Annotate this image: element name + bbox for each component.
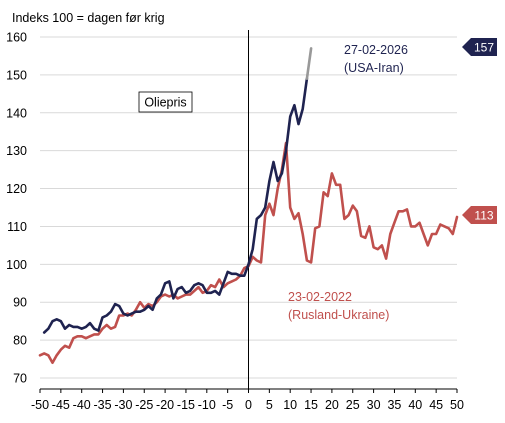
- x-tick-label: 40: [408, 398, 422, 412]
- russia-ukraine-end-tag: [462, 206, 497, 224]
- usa-iran-date-label: 27-02-2026: [344, 43, 408, 57]
- usa-iran-end-value: 157: [474, 41, 494, 55]
- x-tick-label: -25: [135, 398, 153, 412]
- annotation-box: Oliepris: [138, 91, 193, 113]
- usa-iran-series-line: [42, 77, 309, 334]
- x-tick-label: -40: [73, 398, 91, 412]
- y-tick-label: 130: [6, 144, 27, 158]
- x-tick-label: -50: [31, 398, 49, 412]
- annotation-box-label: Oliepris: [144, 96, 186, 110]
- x-tick-label: 0: [245, 398, 252, 412]
- y-tick-label: 90: [13, 296, 27, 310]
- end-value-tags: 157 113: [462, 38, 497, 224]
- usa-iran-name-label: (USA-Iran): [344, 61, 404, 75]
- x-tick-label: 5: [266, 398, 273, 412]
- x-tick-label: 15: [304, 398, 318, 412]
- x-tick-label: 25: [346, 398, 360, 412]
- x-axis: -50 -45 -40 -35 -30 -25 -20 -15 -10 -5 0 5 10 15 20 25 3…: [31, 388, 464, 412]
- y-tick-label: 80: [13, 334, 27, 348]
- x-tick-label: -45: [52, 398, 70, 412]
- y-tick-label: 140: [6, 106, 27, 120]
- russia-ukraine-date-label: 23-02-2022: [288, 290, 352, 304]
- usa-iran-projection-series-line: [305, 47, 313, 80]
- y-axis: 70 80 90 100 110 120 130 140 150 160: [6, 31, 27, 386]
- x-tick-label: 10: [283, 398, 297, 412]
- usa-iran-end-tag: [462, 38, 497, 56]
- y-tick-label: 120: [6, 182, 27, 196]
- series-lines: [38, 30, 459, 389]
- y-tick-label: 70: [13, 372, 27, 386]
- russia-ukraine-name-label: (Rusland-Ukraine): [288, 308, 389, 322]
- x-tick-label: -35: [94, 398, 112, 412]
- x-tick-label: -5: [222, 398, 233, 412]
- x-tick-label: -20: [156, 398, 174, 412]
- x-tick-label: -15: [177, 398, 195, 412]
- x-tick-label: 20: [325, 398, 339, 412]
- annotation-box-frame: [138, 91, 193, 113]
- y-axis-label: Indeks 100 = dagen før krig: [12, 11, 165, 25]
- x-tick-label: 35: [387, 398, 401, 412]
- x-tick-label: 50: [450, 398, 464, 412]
- y-tick-label: 110: [7, 220, 27, 234]
- russia-ukraine-end-value: 113: [474, 209, 493, 223]
- x-tick-label: 30: [367, 398, 381, 412]
- x-tick-label: -30: [114, 398, 132, 412]
- x-tick-label: -10: [198, 398, 216, 412]
- x-tick-label: 45: [429, 398, 443, 412]
- y-tick-label: 150: [6, 68, 27, 82]
- y-tick-label: 100: [6, 258, 27, 272]
- y-tick-label: 160: [6, 31, 27, 45]
